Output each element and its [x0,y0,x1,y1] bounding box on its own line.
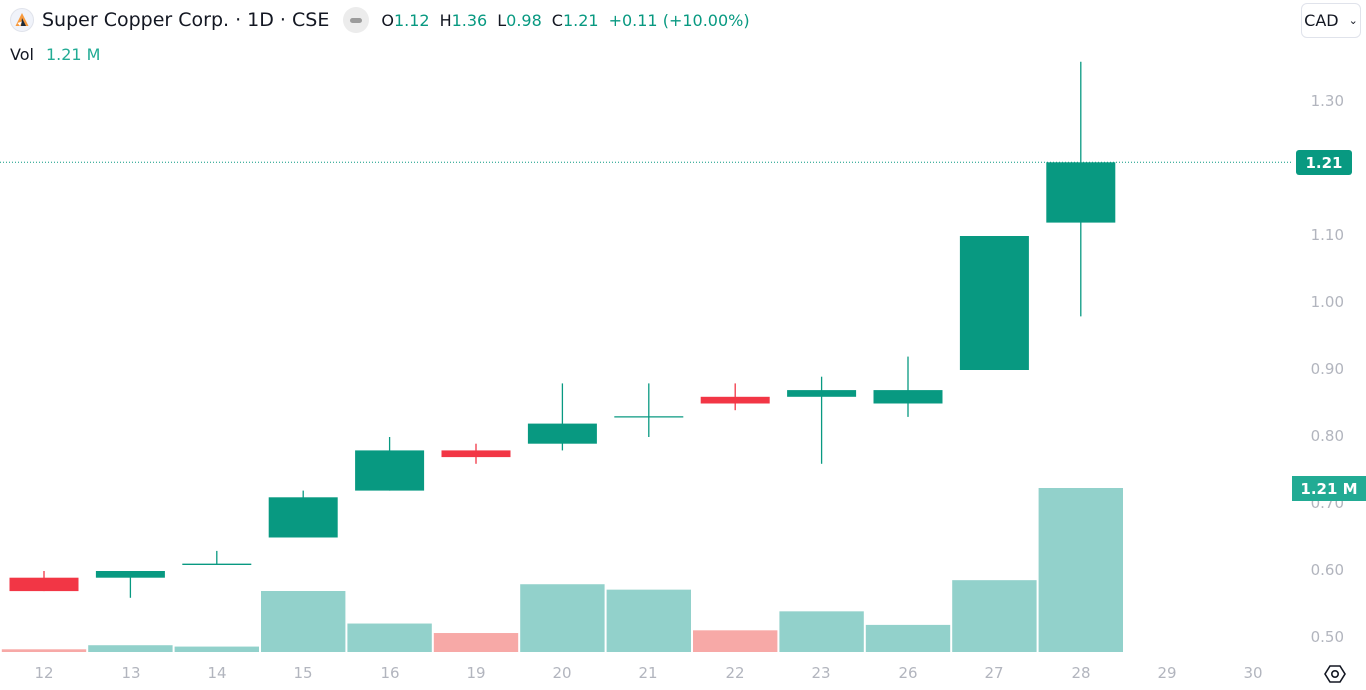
volume-bar [88,645,173,652]
hide-series-button[interactable] [343,7,370,33]
time-tick: 22 [725,664,745,682]
candle-body[interactable] [95,571,165,578]
price-tick: 0.60 [1310,561,1344,579]
volume-bar [952,580,1037,652]
time-tick: 23 [811,664,831,682]
chart-settings-button[interactable] [1323,662,1347,686]
time-tick: 28 [1071,664,1091,682]
low-value: 0.98 [506,10,542,30]
time-tick: 26 [898,664,918,682]
time-tick: 16 [380,664,400,682]
close-label: C [551,10,563,30]
high-label: H [439,10,452,30]
volume-value: 1.21 M [45,45,101,64]
currency-label: CAD [1304,11,1339,30]
volume-legend: Vol 1.21 M [10,45,100,64]
settings-hexagon-icon [1324,665,1346,683]
volume-bar [347,623,432,652]
chevron-down-icon: ⌄ [1348,14,1358,27]
close-value: 1.21 [562,10,599,30]
company-logo-icon [10,8,34,32]
last-price-tag: 1.21 [1296,150,1352,175]
time-tick: 13 [121,664,141,682]
volume-bar [261,591,346,652]
time-tick: 30 [1243,664,1263,682]
time-tick: 19 [466,664,486,682]
candle-body[interactable] [268,497,338,538]
ohlc-values: O1.12 H1.36 L0.98 C1.21 +0.11 (+10.00%) [381,11,749,30]
price-tick: 0.80 [1310,427,1344,445]
volume-bar [693,630,778,652]
volume-bar [1,649,87,652]
candle-body[interactable] [700,396,770,404]
minus-icon [350,17,363,23]
volume-bar [606,589,691,652]
volume-bar [779,611,864,652]
high-value: 1.36 [451,10,488,30]
volume-label: Vol [10,45,34,64]
volume-bar [174,646,259,652]
open-value: 1.12 [393,10,430,30]
candle-body[interactable] [441,450,511,458]
volume-bar [433,633,519,652]
volume-tag: 1.21 M [1292,476,1366,501]
time-tick: 14 [207,664,227,682]
price-tick: 1.30 [1310,92,1344,110]
volume-bar [865,624,951,652]
candle-body[interactable] [355,450,425,491]
price-change: +0.11 (+10.00%) [608,10,750,30]
price-tick: 1.10 [1310,226,1344,244]
candle-body[interactable] [959,236,1029,370]
low-label: L [497,10,507,30]
price-tick: 1.00 [1310,293,1344,311]
time-tick: 21 [638,664,658,682]
time-tick: 15 [293,664,313,682]
candle-body[interactable] [527,423,597,444]
candle-body[interactable] [9,577,79,592]
open-label: O [381,10,394,30]
price-tick: 0.50 [1310,628,1344,646]
volume-bar [520,584,605,652]
symbol-title[interactable]: Super Copper Corp. · 1D · CSE [42,9,330,31]
candle-body[interactable] [873,390,943,404]
candle-body[interactable] [1046,162,1116,223]
time-tick: 29 [1157,664,1177,682]
time-tick: 20 [552,664,572,682]
currency-selector[interactable]: CAD ⌄ [1301,3,1361,38]
time-tick: 12 [34,664,54,682]
chart-legend: Super Copper Corp. · 1D · CSE O1.12 H1.3… [10,6,750,34]
time-tick: 27 [984,664,1004,682]
candle-body[interactable] [787,390,857,397]
price-tick: 0.90 [1310,360,1344,378]
volume-bar [1038,488,1123,652]
